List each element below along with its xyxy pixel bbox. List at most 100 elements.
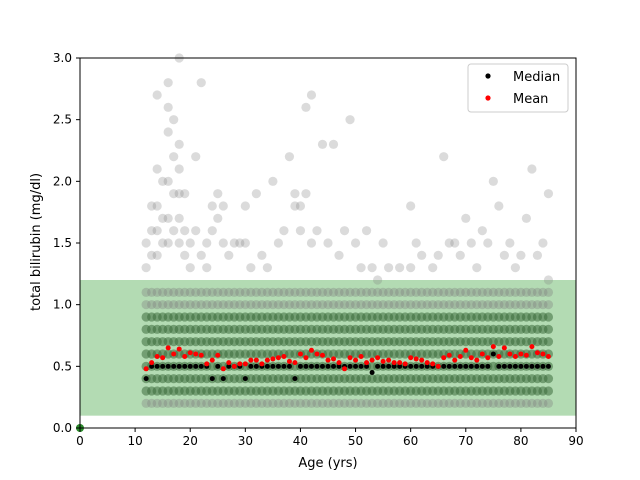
- mean-point: [485, 355, 491, 361]
- outlier-point: [521, 213, 532, 223]
- median-point: [419, 363, 425, 369]
- raw-point: [147, 300, 157, 310]
- y-tick-label: 3.0: [53, 51, 72, 65]
- y-tick-label: 1.5: [53, 236, 72, 250]
- mean-point: [364, 360, 370, 366]
- mean-point: [424, 360, 430, 366]
- median-point: [545, 363, 551, 369]
- raw-point: [224, 398, 234, 408]
- median-point: [347, 363, 353, 369]
- outlier-point: [406, 263, 416, 273]
- median-point: [523, 363, 529, 369]
- median-point: [364, 363, 370, 369]
- median-point: [171, 363, 177, 369]
- raw-point: [169, 287, 179, 297]
- median-point: [275, 363, 281, 369]
- raw-point: [373, 398, 383, 408]
- raw-point: [279, 398, 289, 408]
- raw-point: [361, 300, 372, 310]
- median-point: [518, 363, 524, 369]
- raw-point: [279, 300, 289, 310]
- raw-point: [273, 300, 283, 310]
- outlier-point: [268, 176, 278, 186]
- outlier-point: [433, 250, 443, 260]
- raw-point: [218, 287, 228, 297]
- raw-point: [301, 300, 311, 310]
- mean-point: [248, 357, 254, 363]
- legend-median-label: Median: [513, 70, 560, 85]
- median-point: [292, 376, 298, 382]
- median-point: [452, 363, 458, 369]
- outlier-point: [439, 152, 449, 162]
- raw-point: [472, 300, 482, 310]
- outlier-point: [301, 189, 311, 199]
- raw-point: [180, 398, 190, 408]
- median-point: [226, 363, 232, 369]
- outlier-point: [246, 263, 256, 273]
- mean-point: [314, 351, 320, 357]
- raw-point: [350, 300, 361, 310]
- raw-point: [295, 287, 306, 297]
- raw-point: [350, 398, 361, 408]
- raw-point: [395, 398, 405, 408]
- raw-point: [417, 398, 427, 408]
- raw-point: [543, 337, 554, 347]
- outlier-point: [185, 263, 195, 273]
- raw-point: [268, 287, 278, 297]
- raw-point: [543, 312, 554, 322]
- outlier-point: [218, 238, 228, 248]
- raw-point: [439, 300, 449, 310]
- raw-point: [483, 398, 493, 408]
- raw-point: [328, 300, 339, 310]
- raw-point: [180, 300, 190, 310]
- mean-point: [386, 357, 392, 363]
- raw-point: [538, 398, 548, 408]
- outlier-point: [174, 213, 184, 223]
- raw-point: [455, 300, 465, 310]
- mean-point: [193, 351, 199, 357]
- outlier-point: [461, 213, 471, 223]
- raw-point: [235, 300, 245, 310]
- raw-point: [141, 398, 151, 408]
- median-point: [248, 363, 254, 369]
- raw-point: [411, 398, 421, 408]
- raw-point: [455, 398, 465, 408]
- outlier-point: [323, 238, 333, 248]
- outlier-point: [483, 238, 493, 248]
- median-point: [314, 363, 320, 369]
- mean-point: [176, 346, 182, 352]
- outlier-point: [345, 115, 355, 125]
- outlier-point: [169, 152, 179, 162]
- raw-point: [444, 287, 454, 297]
- y-tick-label: 0.0: [53, 421, 72, 435]
- raw-point: [180, 287, 190, 297]
- raw-point: [174, 398, 184, 408]
- outlier-point: [306, 238, 317, 248]
- outlier-point: [163, 238, 173, 248]
- mean-point: [380, 358, 386, 364]
- raw-point: [306, 300, 317, 310]
- outlier-point: [152, 250, 162, 260]
- raw-point: [373, 300, 383, 310]
- raw-point: [389, 300, 399, 310]
- outlier-point: [312, 226, 322, 236]
- x-tick-label: 70: [458, 434, 473, 448]
- mean-point: [325, 357, 331, 363]
- raw-point: [516, 287, 526, 297]
- raw-point: [543, 386, 554, 396]
- raw-point: [417, 287, 427, 297]
- median-point: [369, 370, 375, 375]
- outlier-point: [191, 152, 201, 162]
- median-point: [468, 363, 474, 369]
- mean-point: [292, 360, 298, 366]
- outlier-point: [224, 250, 234, 260]
- raw-point: [433, 300, 443, 310]
- raw-point: [461, 287, 471, 297]
- outlier-point: [202, 238, 212, 248]
- mean-point: [391, 360, 397, 366]
- mean-point: [479, 351, 485, 357]
- raw-point: [268, 398, 278, 408]
- outlier-point: [472, 263, 482, 273]
- raw-point: [494, 287, 504, 297]
- raw-point: [213, 398, 223, 408]
